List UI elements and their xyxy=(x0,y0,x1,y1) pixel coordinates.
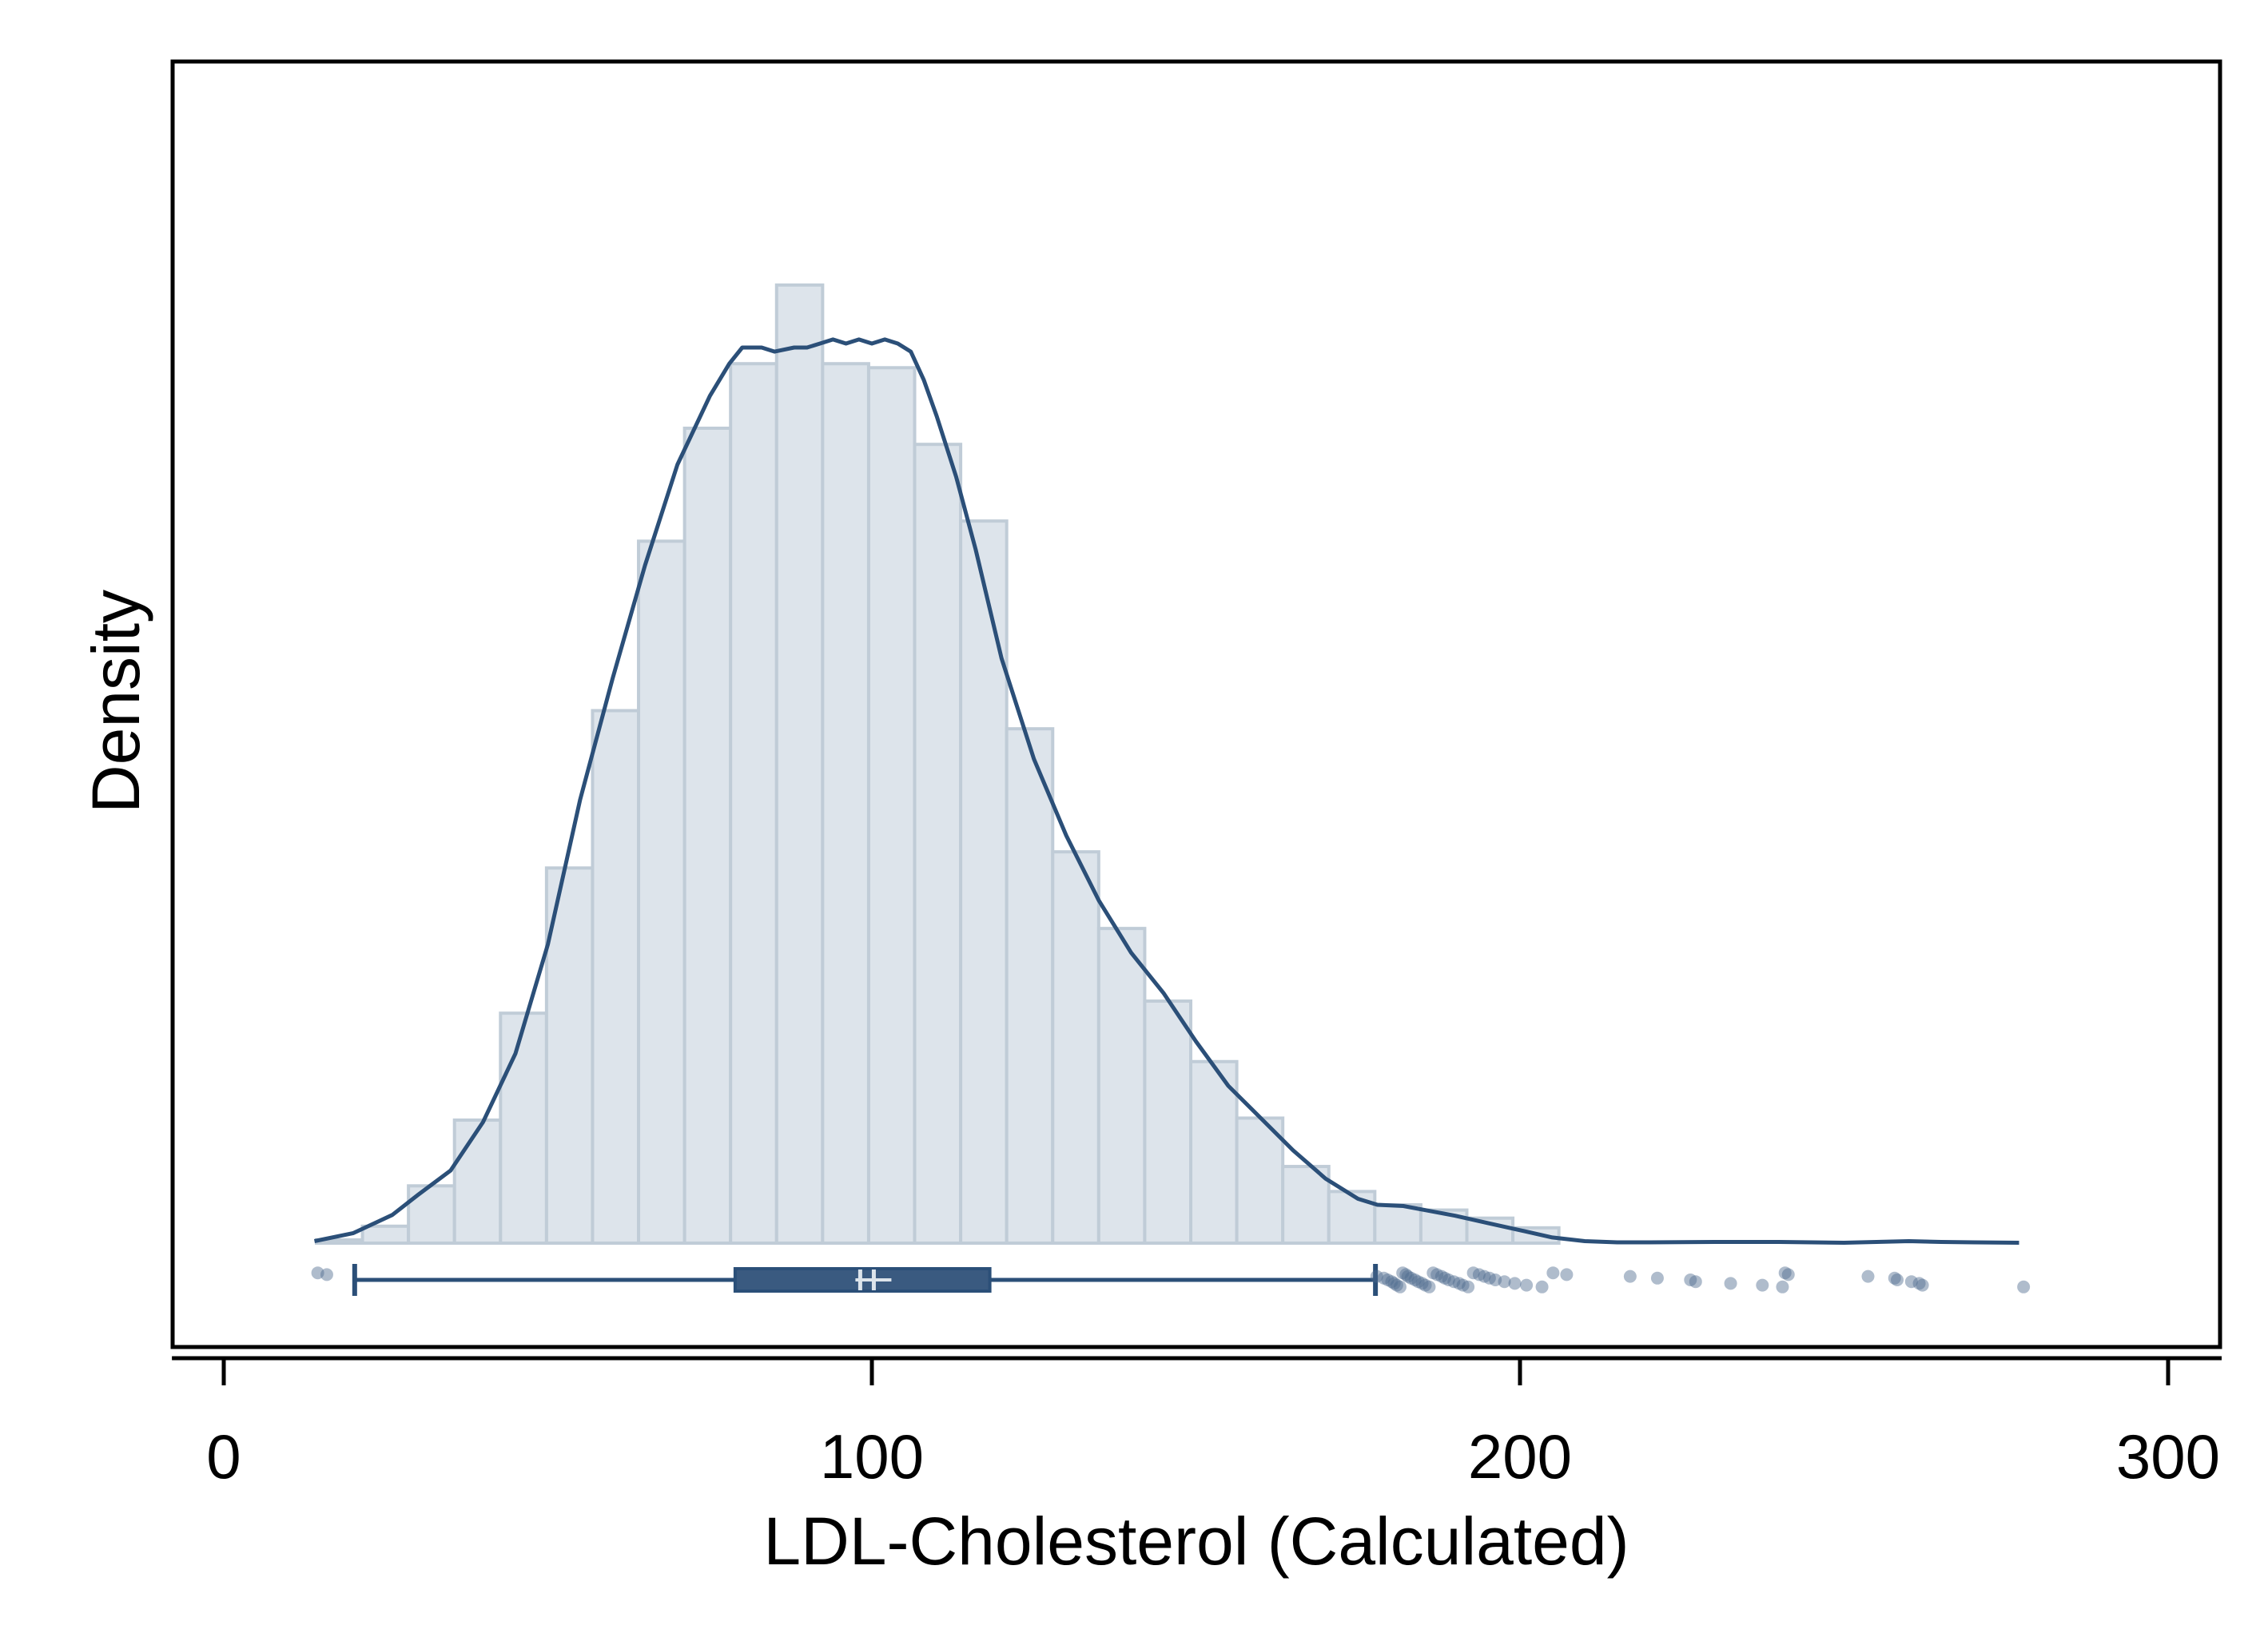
histogram-bar xyxy=(1096,927,1147,1246)
histogram-bar xyxy=(637,539,686,1245)
outlier-point xyxy=(1546,1266,1560,1280)
plot-frame xyxy=(170,59,2222,1349)
histogram-bar xyxy=(866,366,917,1246)
outlier-point xyxy=(311,1266,324,1280)
outlier-point xyxy=(1385,1275,1399,1289)
outlier-point xyxy=(1778,1266,1792,1280)
histogram-bar xyxy=(1327,1190,1377,1245)
outlier-point xyxy=(320,1268,333,1281)
outlier-point xyxy=(1393,1280,1407,1293)
histogram-bar xyxy=(1051,850,1100,1245)
y-axis-title: Density xyxy=(78,590,153,813)
outlier-point xyxy=(1426,1266,1440,1280)
outlier-point xyxy=(1447,1275,1461,1289)
outlier-point xyxy=(1912,1277,1926,1290)
outlier-point xyxy=(1520,1278,1534,1292)
outlier-point xyxy=(1430,1268,1444,1281)
histogram-bar xyxy=(913,443,963,1245)
outlier-point xyxy=(1508,1277,1522,1290)
outlier-point xyxy=(1689,1275,1702,1289)
histogram-bar xyxy=(729,362,778,1245)
outlier-point xyxy=(1381,1274,1395,1286)
x-axis: 0 100 200 300 xyxy=(172,1356,2222,1492)
outlier-point xyxy=(1781,1268,1795,1281)
x-tick-label: 300 xyxy=(2116,1421,2220,1492)
histogram-bar xyxy=(360,1224,411,1246)
outlier-point xyxy=(1888,1271,1901,1285)
outlier-point xyxy=(1434,1270,1448,1283)
outlier-point xyxy=(1498,1275,1511,1289)
histogram-bar xyxy=(591,709,641,1245)
outlier-point xyxy=(1724,1277,1737,1290)
outlier-point xyxy=(2017,1280,2031,1293)
outlier-point xyxy=(1404,1271,1418,1285)
outlier-point xyxy=(1478,1270,1491,1283)
x-axis-title: LDL-Cholesterol (Calculated) xyxy=(763,1504,1629,1579)
density-curve xyxy=(313,337,2019,1245)
outlier-point xyxy=(1399,1268,1413,1281)
outlier-point xyxy=(1466,1266,1480,1280)
histogram-bar xyxy=(1235,1116,1285,1245)
histogram-bar xyxy=(1465,1216,1515,1245)
outlier-point xyxy=(1891,1274,1904,1286)
outlier-point xyxy=(1418,1278,1432,1292)
outlier-point xyxy=(1401,1270,1415,1283)
outlier-point xyxy=(1472,1268,1486,1281)
outlier-point xyxy=(1482,1271,1496,1285)
outlier-point xyxy=(1387,1277,1401,1290)
outlier-point xyxy=(1650,1271,1664,1285)
histogram-bar xyxy=(1189,1059,1239,1245)
outlier-point xyxy=(1415,1277,1429,1290)
outlier-point xyxy=(1442,1274,1455,1286)
outlier-point xyxy=(1489,1274,1502,1286)
outlier-point xyxy=(1776,1280,1789,1293)
outlier-points xyxy=(311,1266,2031,1293)
outlier-point xyxy=(1411,1275,1425,1289)
outlier-point xyxy=(1861,1270,1875,1283)
histogram-bars xyxy=(314,283,1561,1246)
histogram-bar xyxy=(682,427,733,1245)
outlier-point xyxy=(1370,1270,1383,1283)
histogram-bar xyxy=(1143,999,1193,1246)
outlier-point xyxy=(1396,1266,1410,1280)
outlier-point xyxy=(1462,1280,1475,1293)
density-curve-group xyxy=(313,337,2019,1245)
x-tick-label: 0 xyxy=(206,1421,241,1492)
outlier-point xyxy=(1390,1278,1403,1292)
outlier-point xyxy=(1904,1275,1918,1289)
histogram-bar xyxy=(544,866,595,1245)
outlier-point xyxy=(1452,1277,1466,1290)
outlier-point xyxy=(1684,1274,1697,1286)
outlier-point xyxy=(1756,1278,1769,1292)
x-tick-label: 200 xyxy=(1468,1421,1572,1492)
outlier-point xyxy=(1623,1270,1637,1283)
outlier-point xyxy=(1560,1268,1574,1281)
histogram-bar xyxy=(499,1011,548,1246)
histogram-bar xyxy=(959,519,1009,1245)
boxplot-group xyxy=(352,1264,1379,1296)
histogram-bar xyxy=(821,362,870,1245)
x-tick-label: 100 xyxy=(820,1421,924,1492)
outlier-point xyxy=(1377,1271,1391,1285)
outlier-point xyxy=(1456,1278,1470,1292)
histogram-bar xyxy=(1005,727,1055,1245)
outlier-point xyxy=(1438,1271,1451,1285)
outlier-point xyxy=(1916,1278,1929,1292)
outlier-point xyxy=(1535,1280,1549,1293)
histogram-bar xyxy=(1373,1203,1422,1246)
outlier-point xyxy=(1422,1280,1436,1293)
outlier-point xyxy=(1408,1274,1422,1286)
histogram-bar xyxy=(452,1118,503,1246)
histogram-bar xyxy=(774,283,825,1245)
